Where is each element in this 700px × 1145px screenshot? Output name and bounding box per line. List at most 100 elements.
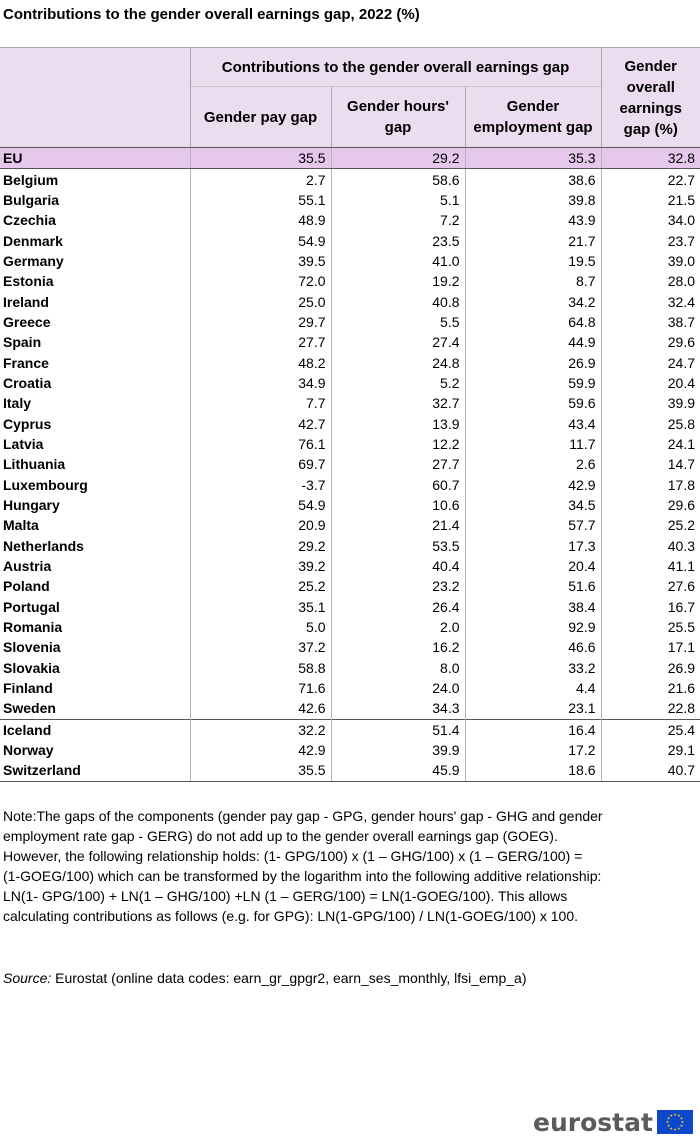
row-label: Hungary	[3, 497, 60, 514]
table-row: Austria 39.2 40.4 20.4 41.1	[0, 555, 700, 577]
table-row: Latvia 76.1 12.2 11.7 24.1	[0, 433, 700, 455]
column-header-gerg: Gender employment gap	[464, 86, 602, 148]
value-cell: 76.1	[189, 433, 331, 455]
value-cell: 39.9	[600, 393, 700, 414]
value-cell: 71.6	[189, 677, 331, 699]
value-cell: 35.1	[189, 596, 331, 617]
value-cell: 29.2	[189, 535, 331, 556]
eurostat-logo: eurostat	[533, 1105, 693, 1139]
flag-star-icon	[677, 1127, 681, 1130]
row-label: Denmark	[3, 232, 63, 249]
value-cell: 41.1	[600, 555, 700, 577]
row-label: Lithuania	[3, 456, 66, 473]
value-cell: 20.9	[189, 515, 331, 536]
value-cell: 28.0	[600, 271, 700, 292]
value-cell: 25.2	[600, 515, 700, 536]
row-label: Greece	[3, 313, 51, 330]
table-row: France 48.2 24.8 26.9 24.7	[0, 352, 700, 373]
row-label: Slovakia	[3, 659, 60, 676]
value-cell: 20.4	[600, 372, 700, 394]
value-cell: 34.2	[464, 291, 602, 312]
value-cell: 19.5	[464, 250, 602, 272]
value-cell: 8.7	[464, 271, 602, 292]
value-cell: 58.6	[330, 168, 465, 190]
value-cell: 21.4	[330, 515, 465, 536]
flag-star-icon	[667, 1116, 670, 1120]
value-cell: 54.9	[189, 230, 331, 251]
value-cell: 23.7	[600, 230, 700, 251]
row-label: Slovenia	[3, 639, 61, 656]
flag-star-icon	[669, 1114, 673, 1117]
table-row: Italy 7.7 32.7 59.6 39.9	[0, 393, 700, 414]
value-cell: 40.3	[600, 535, 700, 556]
source-text: Eurostat (online data codes: earn_gr_gpg…	[55, 970, 527, 986]
row-label: Belgium	[3, 171, 59, 188]
value-cell: 32.2	[189, 718, 331, 740]
eu-flag-icon	[656, 1110, 693, 1134]
value-cell: 33.2	[464, 657, 602, 678]
table-row: Romania 5.0 2.0 92.9 25.5	[0, 616, 700, 638]
value-cell: 29.2	[330, 147, 465, 170]
value-cell: 40.4	[330, 555, 465, 577]
row-label: EU	[0, 147, 190, 170]
value-cell: 14.7	[600, 454, 700, 475]
value-cell: 35.5	[189, 147, 331, 170]
value-cell: 38.4	[464, 596, 602, 617]
value-cell: 21.6	[600, 677, 700, 699]
table-row: Lithuania 69.7 27.7 2.6 14.7	[0, 454, 700, 475]
row-label: Luxembourg	[3, 476, 88, 493]
table-row: Croatia 34.9 5.2 59.9 20.4	[0, 372, 700, 394]
value-cell: 29.7	[189, 311, 331, 333]
flag-star-icon	[669, 1127, 673, 1130]
logo-text: eurostat	[533, 1107, 653, 1137]
table-row: Luxembourg -3.7 60.7 42.9 17.8	[0, 474, 700, 495]
value-cell: 16.7	[600, 596, 700, 617]
value-cell: 23.5	[330, 230, 465, 251]
value-cell: -3.7	[189, 474, 331, 495]
table-row: Cyprus 42.7 13.9 43.4 25.8	[0, 413, 700, 434]
value-cell: 25.4	[600, 718, 700, 740]
value-cell: 7.7	[189, 393, 331, 414]
value-cell: 38.7	[600, 311, 700, 333]
value-cell: 34.0	[600, 210, 700, 231]
value-cell: 58.8	[189, 657, 331, 678]
row-label: Romania	[3, 619, 63, 636]
value-cell: 51.6	[464, 576, 602, 597]
value-cell: 2.7	[189, 168, 331, 190]
value-cell: 23.2	[330, 576, 465, 597]
value-cell: 69.7	[189, 454, 331, 475]
table-row: EU 35.5 29.2 35.3 32.8	[0, 147, 700, 170]
value-cell: 35.3	[464, 147, 602, 170]
value-cell: 45.9	[330, 760, 465, 782]
row-label: France	[3, 354, 49, 371]
value-cell: 21.7	[464, 230, 602, 251]
group-header: Contributions to the gender overall earn…	[189, 47, 602, 87]
value-cell: 26.9	[600, 657, 700, 678]
value-cell: 34.9	[189, 372, 331, 394]
value-cell: 43.9	[464, 210, 602, 231]
source-label: Source:	[3, 970, 52, 986]
value-cell: 23.1	[464, 698, 602, 720]
value-cell: 25.8	[600, 413, 700, 434]
value-cell: 22.8	[600, 698, 700, 720]
value-cell: 27.7	[189, 332, 331, 353]
value-cell: 5.2	[330, 372, 465, 394]
table-row: Norway 42.9 39.9 17.2 29.1	[0, 739, 700, 761]
value-cell: 92.9	[464, 616, 602, 638]
value-cell: 22.7	[600, 168, 700, 190]
value-cell: 29.1	[600, 739, 700, 761]
row-label: Cyprus	[3, 415, 52, 432]
row-label: Czechia	[3, 212, 56, 229]
value-cell: 37.2	[189, 637, 331, 658]
flag-star-icon	[665, 1120, 669, 1124]
value-cell: 39.2	[189, 555, 331, 577]
value-cell: 13.9	[330, 413, 465, 434]
flag-star-icon	[673, 1128, 677, 1131]
value-cell: 16.2	[330, 637, 465, 658]
table-row: Bulgaria 55.1 5.1 39.8 21.5	[0, 189, 700, 211]
row-label: Poland	[3, 578, 50, 595]
flag-star-icon	[680, 1120, 684, 1124]
value-cell: 34.5	[464, 494, 602, 516]
value-cell: 53.5	[330, 535, 465, 556]
value-cell: 42.9	[464, 474, 602, 495]
